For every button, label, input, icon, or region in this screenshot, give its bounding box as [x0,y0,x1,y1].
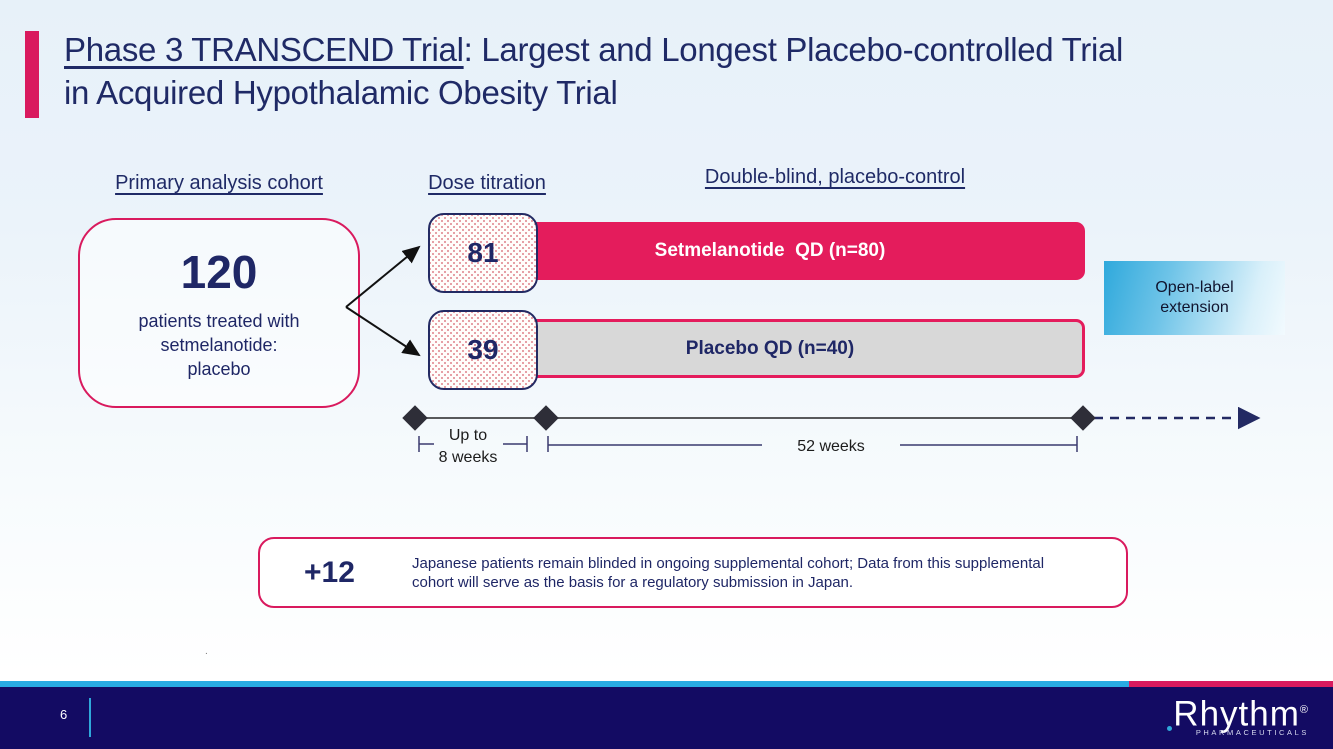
page-number: 6 [60,707,68,722]
footer-bar [0,687,1333,749]
open-label-line2: extension [1160,299,1229,316]
rhythm-brand-text: Rhythm [1173,694,1300,734]
registered-mark: ® [1299,704,1309,716]
rhythm-wordmark: Rhythm® [1173,692,1309,733]
title-underlined: Phase 3 TRANSCEND Trial [64,31,464,68]
header-double-blind: Double-blind, placebo-control [704,166,966,188]
setmelanotide-arm-label: Setmelanotide QD (n=80) [654,240,886,261]
supplemental-cohort-box: +12 Japanese patients remain blinded in … [258,537,1128,608]
cohort-count: 120 [180,246,258,298]
title-rest: : Largest and Longest Placebo-controlled… [463,31,1124,68]
stray-period: . [205,646,208,657]
rhythm-logo-dot-icon [1167,726,1172,731]
titration-count-active: 81 [467,237,499,268]
placebo-arm-label: Placebo QD (n=40) [685,337,855,359]
timeline-8weeks-line2: 8 weeks [438,449,498,466]
footer-accent-strip [0,681,1333,687]
supplemental-note: Japanese patients remain blinded in ongo… [412,554,1044,592]
timeline-label-52weeks: 52 weeks [797,438,865,455]
titration-count-box-active: 81 [428,213,538,293]
primary-cohort-box: 120 patients treated with setmelanotide:… [78,218,360,408]
rhythm-pharmaceuticals-text: PHARMACEUTICALS [1195,727,1309,737]
titration-count-placebo: 39 [467,334,499,365]
timeline-8weeks-line1: Up to [448,427,488,444]
cohort-desc-line1: patients treated with [138,311,300,331]
setmelanotide-arm-bar: Setmelanotide QD (n=80) [455,222,1085,280]
open-label-line1: Open-label [1155,279,1234,296]
rhythm-logo: Rhythm® PHARMACEUTICALS [1173,692,1309,737]
footer-strip-cyan [0,681,1129,687]
header-primary-analysis-cohort: Primary analysis cohort [115,172,323,194]
cohort-description: patients treated with setmelanotide: pla… [138,309,299,381]
cohort-desc-line2: setmelanotide: [160,335,278,355]
placebo-arm-bar: Placebo QD (n=40) [455,319,1085,378]
timeline-label-8weeks: Up to 8 weeks [420,425,516,469]
supplemental-count: +12 [304,555,355,589]
open-label-extension-box: Open-label extension [1104,261,1285,335]
supplemental-note-line1: Japanese patients remain blinded in ongo… [412,554,1045,572]
titration-count-box-placebo: 39 [428,310,538,390]
title-accent-bar [25,31,39,118]
cohort-desc-line3: placebo [187,359,251,379]
footer-strip-crimson [1129,681,1333,687]
supplemental-note-line2: cohort will serve as the basis for a reg… [412,573,854,591]
footer-divider-line [89,698,91,737]
title-line2: in Acquired Hypothalamic Obesity Trial [64,74,618,111]
header-dose-titration: Dose titration [428,172,546,194]
slide-title: Phase 3 TRANSCEND Trial: Largest and Lon… [64,28,1304,114]
